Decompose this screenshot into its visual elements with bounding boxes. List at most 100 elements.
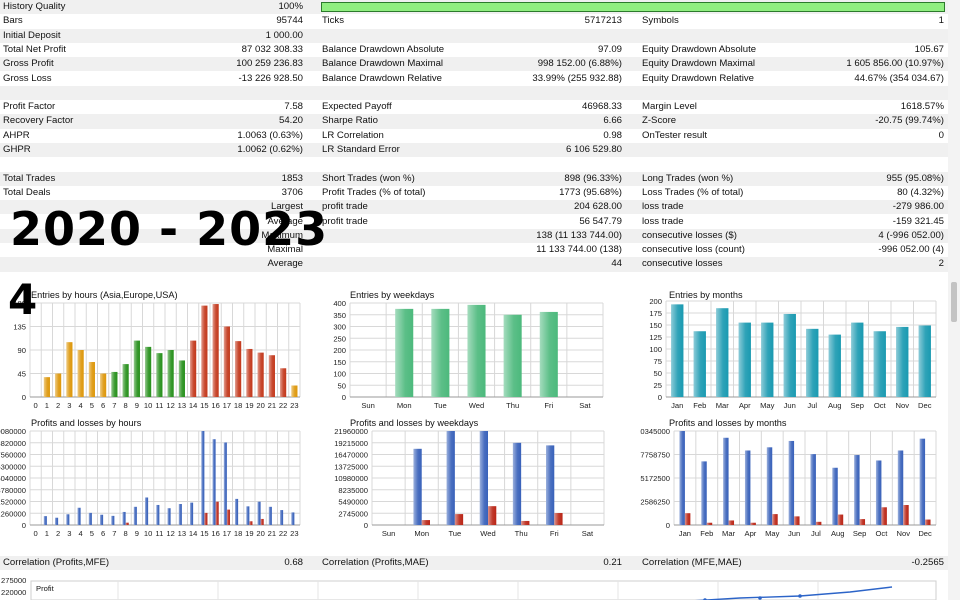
profit-bar	[178, 504, 182, 525]
x-tick-label: Sep	[853, 529, 867, 538]
x-tick-label: 5	[90, 401, 94, 410]
loss-bar	[815, 521, 822, 525]
report-label: profit trade	[322, 201, 368, 213]
y-tick-label: 275000	[1, 576, 26, 585]
x-tick-label: Wed	[480, 529, 495, 538]
bar	[851, 322, 864, 397]
report-row	[0, 157, 948, 171]
x-tick-label: Dec	[918, 529, 932, 538]
report-row	[0, 85, 948, 101]
x-tick-label: Dec	[918, 401, 932, 410]
loss-bar	[215, 501, 219, 525]
y-tick-label: 10980000	[334, 474, 368, 483]
y-tick-label: 3780000	[0, 486, 26, 495]
bar	[467, 304, 486, 397]
report-value: -996 052.00 (4)	[878, 244, 944, 256]
period-overlay-text: 2020 - 2023	[10, 202, 329, 256]
report-label: Equity Drawdown Relative	[642, 72, 754, 84]
x-tick-label: Aug	[831, 529, 845, 538]
y-tick-label: 5172500	[640, 474, 670, 483]
x-tick-label: Sat	[579, 401, 591, 410]
bar	[828, 334, 841, 397]
bar	[133, 340, 140, 397]
x-tick-label: Nov	[895, 401, 909, 410]
bar	[539, 311, 558, 397]
x-tick-label: 16	[211, 401, 219, 410]
report-value: 46968.33	[581, 101, 622, 113]
profit-bar	[246, 506, 250, 525]
report-label: loss trade	[642, 201, 684, 213]
report-row: Largest profit trade 204 628.00 loss trade -…	[0, 200, 948, 215]
report-value: 1.0063 (0.63%)	[237, 129, 303, 141]
chart-entries-by-weekdays: Entries by weekdays 400 350 300 250 200 150 100…	[320, 286, 610, 414]
x-tick-label: Thu	[506, 401, 519, 410]
bar	[122, 364, 129, 397]
bar	[761, 322, 774, 397]
x-tick-label: 11	[155, 401, 163, 410]
report-label: Total Net Profit	[3, 43, 66, 55]
y-tick-label: 75	[654, 357, 662, 366]
chart-title: Profits and losses by weekdays	[350, 418, 479, 428]
report-value: 11 133 744.00 (138)	[536, 244, 622, 256]
profit-bar	[479, 431, 488, 525]
report-value: 100%	[278, 1, 303, 12]
bar	[178, 360, 185, 397]
x-tick-label: 22	[279, 401, 287, 410]
loss-bar	[903, 505, 909, 525]
report-row: Recovery Factor 54.20 Sharpe Ratio 6.66 Z-Sc…	[0, 114, 948, 129]
bar	[77, 350, 84, 397]
report-label: Short Trades (won %)	[322, 172, 415, 184]
y-tick-label: 2745000	[338, 509, 368, 518]
chart-entries-by-hours: Entries by hours (Asia,Europe,USA) 180 135…	[0, 286, 310, 414]
profit-bar	[133, 506, 137, 525]
report-value: 5717213	[584, 15, 622, 27]
y-tick-label: 21960000	[334, 427, 368, 436]
bar	[257, 352, 264, 397]
x-tick-label: 1	[45, 401, 49, 410]
x-tick-label: 6	[101, 529, 105, 538]
y-tick-label: 1260000	[0, 509, 26, 518]
bar	[738, 322, 751, 397]
profit-bar	[919, 438, 926, 525]
profit-bar	[788, 440, 795, 525]
profit-bar	[145, 497, 149, 525]
x-tick-label: 5	[90, 529, 94, 538]
bar	[100, 373, 107, 397]
report-value: 54.20	[278, 115, 303, 127]
y-tick-label: 0	[658, 393, 662, 402]
report-label: Margin Level	[642, 101, 697, 113]
x-tick-label: 20	[256, 529, 264, 538]
chart-title: Entries by months	[669, 290, 743, 300]
x-tick-label: Feb	[700, 529, 713, 538]
scrollbar-thumb[interactable]	[951, 282, 957, 322]
x-tick-label: 12	[166, 529, 174, 538]
report-label: LR Standard Error	[322, 144, 400, 155]
report-label: AHPR	[3, 129, 30, 141]
report-value: 0.98	[603, 129, 622, 141]
report-label: Equity Drawdown Maximal	[642, 58, 756, 70]
report-value: Average	[267, 258, 303, 270]
report-label: Balance Drawdown Relative	[322, 72, 442, 84]
report-label: Total Trades	[3, 172, 56, 184]
y-tick-label: 0	[364, 521, 368, 530]
correlation-profits-mfe-value: 0.68	[284, 557, 303, 568]
report-label: Initial Deposit	[3, 29, 61, 41]
x-tick-label: 3	[67, 529, 71, 538]
bar	[716, 308, 729, 397]
profit-bar	[190, 502, 194, 525]
loss-bar	[684, 513, 691, 525]
chart-profits-losses-by-months: Profits and losses by months10345000 7758…	[640, 414, 940, 542]
report-row: Average 44 consecutive losses 2	[0, 257, 948, 272]
x-tick-label: Jul	[807, 401, 817, 410]
vertical-scrollbar[interactable]	[948, 0, 960, 600]
x-tick-label: Mon	[397, 401, 412, 410]
profit-bar	[212, 439, 216, 525]
report-value: 7.58	[284, 101, 303, 113]
x-tick-label: 19	[245, 529, 253, 538]
x-tick-label: Thu	[515, 529, 528, 538]
chart-profits-losses-by-hours: Profits and losses by hours 10080000 88200…	[0, 414, 310, 542]
profit-bar	[280, 510, 284, 525]
loss-bar	[728, 520, 735, 525]
profit-bar	[875, 460, 882, 525]
x-tick-label: Nov	[896, 529, 910, 538]
